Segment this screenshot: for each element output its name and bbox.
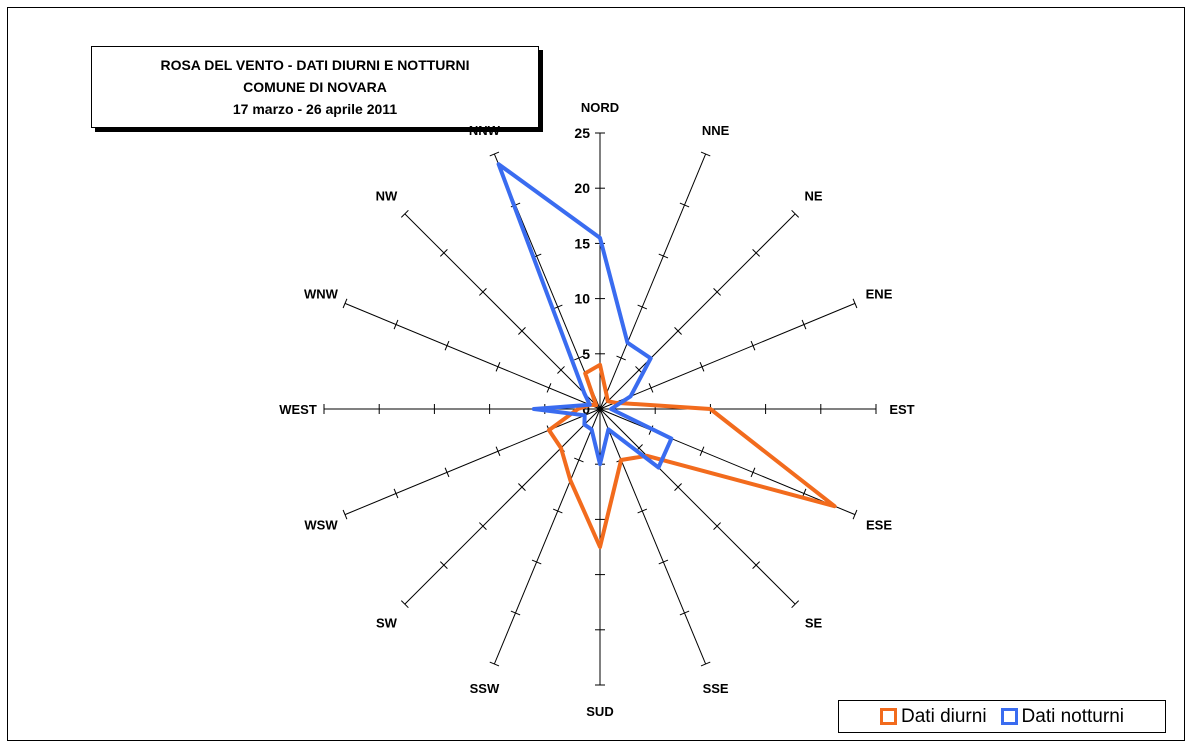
tick-nnw-0 xyxy=(574,355,584,361)
tick-ne-2 xyxy=(713,288,721,296)
tick-ese-4 xyxy=(852,509,858,520)
tick-wsw-3 xyxy=(393,488,399,499)
tick-sse-1 xyxy=(637,508,648,514)
spoke-sw xyxy=(404,408,601,605)
tick-wsw-2 xyxy=(444,467,450,478)
direction-label-sud: SUD xyxy=(586,704,613,719)
series-polygon-1 xyxy=(496,162,674,470)
spoke-ene xyxy=(599,302,856,410)
legend-item-night: Dati notturni xyxy=(1000,705,1124,728)
spoke-sse xyxy=(599,408,707,665)
tick-se-4 xyxy=(791,600,800,609)
tick-sw-2 xyxy=(479,522,487,530)
tick-nne-1 xyxy=(637,304,648,310)
tick-se-1 xyxy=(674,483,682,491)
tick-ne-3 xyxy=(752,248,761,257)
tick-ne-1 xyxy=(674,327,682,335)
legend: Dati diurni Dati notturni xyxy=(838,700,1166,733)
direction-label-nne: NNE xyxy=(702,123,730,138)
tick-ne-4 xyxy=(791,209,800,218)
chart-title-line-3: 17 marzo - 26 aprile 2011 xyxy=(232,101,398,117)
tick-wsw-4 xyxy=(342,509,348,520)
tick-se-3 xyxy=(752,561,761,570)
direction-label-wsw: WSW xyxy=(304,518,338,533)
tick-ene-4 xyxy=(852,298,858,309)
legend-label-night: Dati notturni xyxy=(1021,705,1124,727)
direction-label-se: SE xyxy=(805,616,823,631)
tick-sw-3 xyxy=(439,561,448,570)
tick-ssw-1 xyxy=(552,508,563,514)
radial-tick-label-3: 15 xyxy=(574,235,590,251)
tick-wnw-1 xyxy=(495,361,501,372)
tick-nnw-1 xyxy=(552,304,563,310)
legend-swatch-night xyxy=(1000,708,1018,725)
chart-title-line-2: COMUNE DI NOVARA xyxy=(243,79,387,95)
radial-tick-label-2: 10 xyxy=(574,291,590,307)
direction-label-west: WEST xyxy=(279,402,317,417)
tick-sse-2 xyxy=(658,559,669,565)
tick-sse-4 xyxy=(700,661,711,667)
tick-wsw-1 xyxy=(495,446,501,457)
tick-nw-3 xyxy=(439,248,448,257)
tick-se-2 xyxy=(713,522,721,530)
tick-ssw-2 xyxy=(531,559,542,565)
tick-ese-1 xyxy=(699,446,705,457)
tick-nne-3 xyxy=(679,202,690,208)
tick-nne-4 xyxy=(700,151,711,157)
tick-sse-3 xyxy=(679,610,690,616)
tick-ssw-0 xyxy=(574,457,584,463)
direction-label-nnw: NNW xyxy=(469,123,501,138)
tick-ese-2 xyxy=(750,467,756,478)
tick-nw-2 xyxy=(479,288,487,296)
tick-nw-1 xyxy=(518,327,526,335)
direction-label-ne: NE xyxy=(805,188,823,203)
tick-ene-2 xyxy=(750,340,756,351)
spoke-wnw xyxy=(344,302,601,410)
spoke-nw xyxy=(404,213,601,410)
direction-label-nord: NORD xyxy=(581,100,619,115)
legend-label-day: Dati diurni xyxy=(901,705,987,727)
direction-label-ese: ESE xyxy=(866,518,892,533)
chart-title-box: ROSA DEL VENTO - DATI DIURNI E NOTTURNI … xyxy=(91,46,539,128)
spoke-ssw xyxy=(493,408,601,665)
chart-title-line-1: ROSA DEL VENTO - DATI DIURNI E NOTTURNI xyxy=(160,57,470,73)
series-polygon-0 xyxy=(547,362,837,549)
spoke-ne xyxy=(599,213,796,410)
tick-ene-0 xyxy=(648,383,654,393)
spoke-se xyxy=(599,408,796,605)
radial-tick-label-1: 5 xyxy=(582,346,590,362)
tick-ssw-3 xyxy=(510,610,521,616)
tick-nnw-4 xyxy=(489,151,500,157)
direction-label-ssw: SSW xyxy=(470,681,500,696)
legend-item-day: Dati diurni xyxy=(880,706,987,728)
tick-wnw-2 xyxy=(444,340,450,351)
direction-label-est: EST xyxy=(889,402,914,417)
tick-sw-1 xyxy=(518,483,526,491)
legend-swatch-day xyxy=(880,708,897,725)
tick-nw-4 xyxy=(400,209,409,218)
direction-label-nw: NW xyxy=(376,188,398,203)
tick-nne-0 xyxy=(616,355,626,361)
direction-label-ene: ENE xyxy=(866,286,893,301)
tick-wnw-3 xyxy=(393,319,399,330)
tick-wnw-0 xyxy=(546,383,552,393)
spoke-wsw xyxy=(344,408,601,516)
direction-label-sw: SW xyxy=(376,616,398,631)
spoke-nne xyxy=(599,153,707,410)
radial-tick-label-4: 20 xyxy=(574,180,590,196)
direction-label-wnw: WNW xyxy=(304,286,339,301)
radial-tick-label-0: 0 xyxy=(582,401,590,417)
direction-label-sse: SSE xyxy=(703,681,729,696)
tick-sw-4 xyxy=(400,600,409,609)
tick-ene-3 xyxy=(801,319,807,330)
radial-tick-label-5: 25 xyxy=(574,125,590,141)
chart-frame: ROSA DEL VENTO - DATI DIURNI E NOTTURNI … xyxy=(7,7,1185,741)
tick-ene-1 xyxy=(699,361,705,372)
tick-nw-0 xyxy=(557,366,565,374)
tick-ssw-4 xyxy=(489,661,500,667)
tick-wnw-4 xyxy=(342,298,348,309)
tick-nne-2 xyxy=(658,253,669,259)
